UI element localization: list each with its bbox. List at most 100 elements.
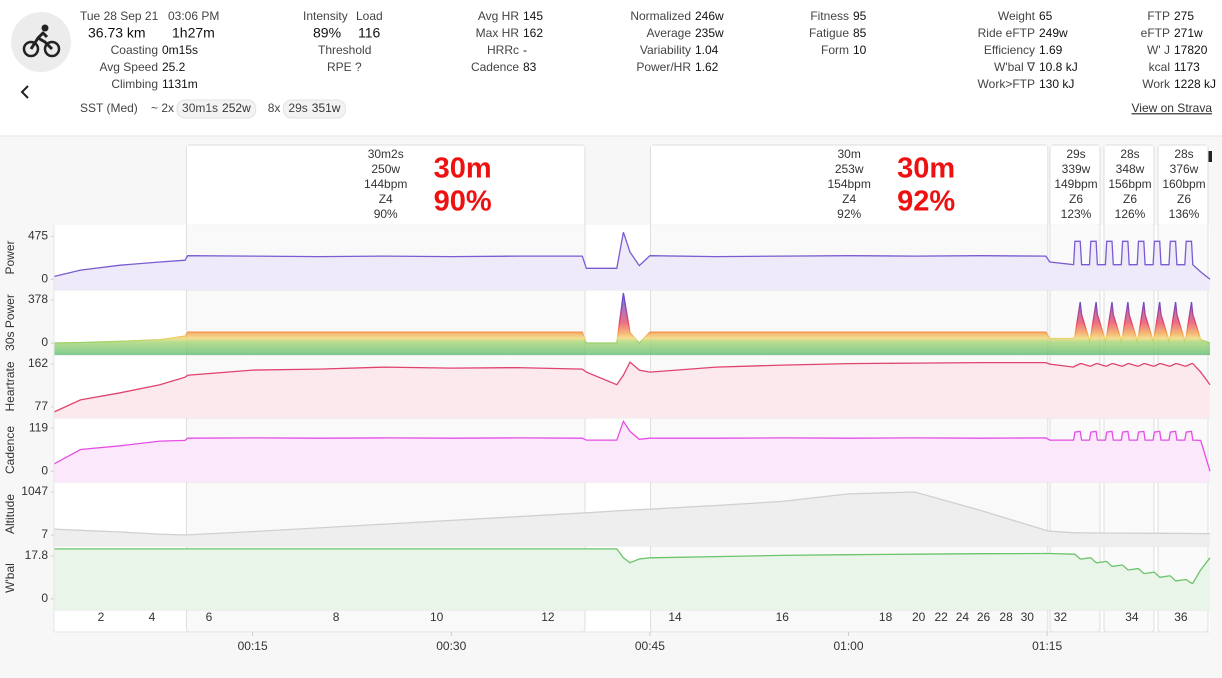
interval-duration: 30m2s xyxy=(368,147,404,161)
interval-duration: 29s xyxy=(1066,147,1085,161)
x-tick-label: 00:15 xyxy=(238,639,268,653)
panel-label: W'bal xyxy=(3,563,17,593)
lap-label[interactable]: 10 xyxy=(430,610,444,624)
y-tick-label: 475 xyxy=(28,228,48,242)
stat-label: Max HR xyxy=(476,26,520,40)
stat-label: FTP xyxy=(1147,9,1170,23)
y-tick-label: 0 xyxy=(41,591,48,605)
stat-value: 246w xyxy=(695,9,724,23)
stat-value: 10 xyxy=(853,43,867,57)
y-tick-label: 1047 xyxy=(21,484,48,498)
rpe[interactable]: RPE ? xyxy=(327,60,362,74)
lap-label[interactable]: 24 xyxy=(956,610,970,624)
panel-label: Cadence xyxy=(3,426,17,474)
interval-annotation: 92% xyxy=(897,186,955,218)
series-line xyxy=(53,292,1211,344)
time: 03:06 PM xyxy=(168,9,219,23)
series-line xyxy=(53,361,1211,413)
series-area xyxy=(54,492,1210,546)
interval-percent: 92% xyxy=(837,207,861,221)
interval-hr: 160bpm xyxy=(1162,177,1205,191)
stat-value: 1.04 xyxy=(695,43,719,57)
y-tick-label: 0 xyxy=(41,271,48,285)
stat-value: 130 kJ xyxy=(1039,77,1074,91)
interval-power: 348w xyxy=(1116,162,1145,176)
lap-label[interactable]: 34 xyxy=(1125,610,1139,624)
interval-percent: 126% xyxy=(1115,207,1146,221)
stat-label: Fatigue xyxy=(809,26,849,40)
stat-label: Normalized xyxy=(630,9,691,23)
lap-label[interactable]: 8 xyxy=(333,610,340,624)
interval-duration: 28s xyxy=(1174,147,1193,161)
stat-label: Form xyxy=(821,43,849,57)
x-tick-label: 00:45 xyxy=(635,639,665,653)
strava-link[interactable]: View on Strava xyxy=(1132,101,1213,115)
y-tick-label: 162 xyxy=(28,356,48,370)
interval-power: 250w xyxy=(371,162,400,176)
back-button[interactable] xyxy=(20,85,29,99)
lap-label[interactable]: 18 xyxy=(879,610,893,624)
stat-value: 1.69 xyxy=(1039,43,1063,57)
interval-header xyxy=(1104,145,1154,225)
lap-label[interactable]: 12 xyxy=(541,610,555,624)
lap-label[interactable]: 14 xyxy=(668,610,682,624)
lap-label[interactable]: 22 xyxy=(935,610,949,624)
interval-hr: 154bpm xyxy=(827,177,870,191)
stat-label: Efficiency xyxy=(984,43,1035,57)
stat-value: 271w xyxy=(1174,26,1203,40)
stat-label: W' J xyxy=(1147,43,1170,57)
stat-label: Load xyxy=(356,9,383,23)
interval-annotation: 30m xyxy=(897,153,955,185)
stat-value: 1173 xyxy=(1174,60,1200,74)
y-tick-label: 0 xyxy=(41,463,48,477)
stat-label: Work xyxy=(1142,77,1171,91)
y-tick-label: 0 xyxy=(41,335,48,349)
x-tick-label: 01:15 xyxy=(1032,639,1062,653)
stat-value: 85 xyxy=(853,26,867,40)
lap-label[interactable]: 2 xyxy=(98,610,105,624)
lap-label[interactable]: 30 xyxy=(1021,610,1035,624)
lap-label[interactable]: 32 xyxy=(1054,610,1068,624)
stat-label: kcal xyxy=(1149,60,1170,74)
lap-label[interactable]: 4 xyxy=(149,610,156,624)
set-count: ~ 2x xyxy=(151,101,174,115)
series-area xyxy=(54,421,1210,482)
series-line xyxy=(54,548,1211,584)
interval-hr: 156bpm xyxy=(1108,177,1151,191)
stat-value: 275 xyxy=(1174,9,1194,23)
lap-label[interactable]: 6 xyxy=(206,610,213,624)
interval-annotation: 90% xyxy=(434,186,492,218)
series-line xyxy=(53,419,1211,472)
date: Tue 28 Sep 21 xyxy=(80,9,159,23)
stat-value: 89% xyxy=(313,25,341,41)
lap-label[interactable]: 16 xyxy=(776,610,790,624)
lap-label[interactable]: 26 xyxy=(977,610,991,624)
y-tick-label: 77 xyxy=(35,399,49,413)
series-line xyxy=(53,231,1211,280)
lap-label[interactable]: 20 xyxy=(912,610,926,624)
stat-value: 10.8 kJ xyxy=(1039,60,1078,74)
interval-header xyxy=(1158,145,1208,225)
threshold: Threshold xyxy=(318,43,371,57)
x-tick-label: 01:00 xyxy=(833,639,863,653)
stat-label: HRRc xyxy=(487,43,519,57)
stat-label: Climbing xyxy=(111,77,158,91)
stat-value: 1228 kJ xyxy=(1174,77,1216,91)
panel-label: Altitude xyxy=(3,494,17,534)
set-duration: 29s xyxy=(288,101,307,115)
y-tick-label: 17.8 xyxy=(25,548,49,562)
y-tick-label: 119 xyxy=(29,420,48,434)
y-tick-label: 7 xyxy=(41,527,48,541)
lap-label[interactable]: 28 xyxy=(999,610,1013,624)
interval-power: 339w xyxy=(1062,162,1091,176)
set-pill xyxy=(282,99,346,119)
lap-label[interactable]: 36 xyxy=(1174,610,1188,624)
interval-header xyxy=(651,145,1048,225)
stat-value: 0m15s xyxy=(162,43,198,57)
stat-label: Power/HR xyxy=(636,60,691,74)
stat-value: 17820 xyxy=(1174,43,1208,57)
interval-power: 376w xyxy=(1170,162,1199,176)
panel-label: Heartrate xyxy=(3,361,17,411)
series-area xyxy=(54,293,1210,355)
